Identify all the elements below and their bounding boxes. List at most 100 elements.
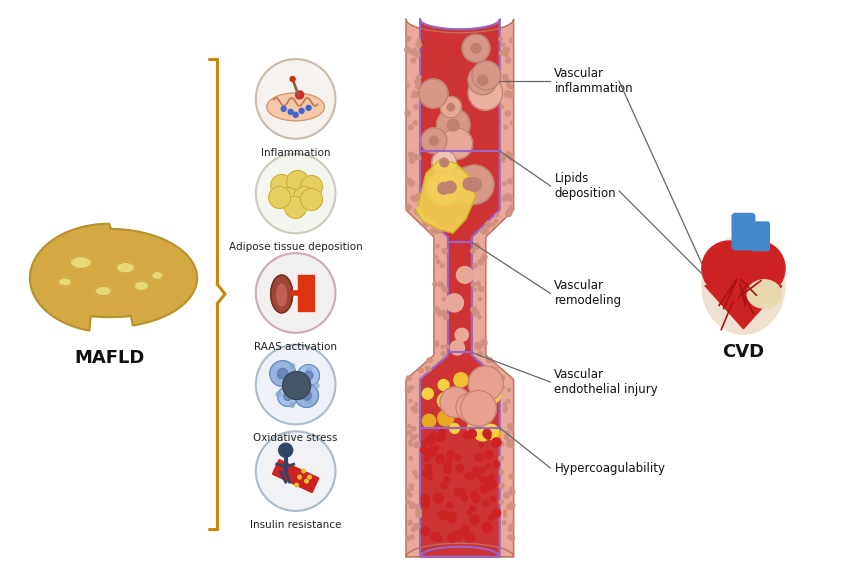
- Circle shape: [290, 402, 295, 407]
- Circle shape: [441, 351, 445, 356]
- Circle shape: [406, 376, 411, 380]
- Circle shape: [465, 472, 472, 479]
- Circle shape: [409, 440, 412, 444]
- Circle shape: [423, 218, 428, 223]
- Circle shape: [481, 254, 487, 260]
- Circle shape: [452, 166, 486, 201]
- Circle shape: [505, 194, 510, 199]
- Circle shape: [479, 476, 485, 483]
- Circle shape: [477, 379, 491, 393]
- Circle shape: [436, 535, 442, 542]
- Circle shape: [491, 223, 495, 226]
- Circle shape: [269, 361, 296, 387]
- Circle shape: [475, 343, 479, 347]
- Circle shape: [437, 497, 442, 503]
- Circle shape: [256, 431, 336, 511]
- Circle shape: [409, 443, 412, 446]
- Circle shape: [475, 453, 483, 461]
- Circle shape: [492, 438, 501, 447]
- Circle shape: [440, 435, 445, 440]
- Circle shape: [416, 442, 420, 446]
- Circle shape: [308, 475, 311, 479]
- Circle shape: [445, 294, 463, 312]
- Circle shape: [419, 79, 448, 108]
- Circle shape: [256, 59, 336, 139]
- Ellipse shape: [277, 284, 286, 306]
- Circle shape: [446, 502, 452, 508]
- Circle shape: [411, 528, 416, 532]
- Polygon shape: [416, 160, 476, 233]
- Circle shape: [475, 312, 479, 315]
- Text: Hypercoagulability: Hypercoagulability: [554, 462, 666, 475]
- Circle shape: [500, 105, 503, 109]
- Circle shape: [479, 298, 482, 301]
- Circle shape: [478, 315, 481, 318]
- Circle shape: [437, 108, 470, 142]
- Circle shape: [507, 439, 513, 444]
- Circle shape: [508, 84, 513, 88]
- Circle shape: [256, 154, 336, 234]
- Circle shape: [256, 344, 336, 424]
- Circle shape: [444, 314, 449, 320]
- Circle shape: [409, 125, 413, 129]
- Circle shape: [295, 384, 319, 407]
- Circle shape: [499, 500, 503, 504]
- Circle shape: [436, 244, 439, 248]
- Circle shape: [493, 368, 497, 371]
- Circle shape: [439, 283, 444, 287]
- Polygon shape: [30, 224, 197, 331]
- Circle shape: [405, 205, 411, 210]
- Circle shape: [500, 442, 504, 446]
- Circle shape: [442, 286, 447, 291]
- Circle shape: [509, 503, 515, 508]
- Circle shape: [426, 367, 431, 372]
- Circle shape: [411, 95, 415, 98]
- Circle shape: [489, 516, 494, 521]
- Circle shape: [480, 229, 484, 232]
- Circle shape: [456, 465, 464, 472]
- Circle shape: [416, 512, 422, 518]
- Circle shape: [428, 447, 437, 457]
- Circle shape: [470, 491, 478, 499]
- Circle shape: [456, 455, 461, 461]
- Circle shape: [477, 368, 489, 380]
- Circle shape: [471, 43, 481, 53]
- Circle shape: [502, 195, 508, 201]
- Circle shape: [436, 434, 444, 441]
- Circle shape: [411, 386, 414, 389]
- Circle shape: [510, 536, 514, 540]
- Circle shape: [507, 179, 513, 184]
- Circle shape: [508, 194, 513, 198]
- Circle shape: [422, 414, 436, 428]
- Circle shape: [506, 152, 511, 157]
- Circle shape: [413, 92, 418, 97]
- Circle shape: [510, 121, 513, 124]
- Circle shape: [278, 187, 299, 209]
- Circle shape: [293, 187, 315, 209]
- Circle shape: [499, 51, 503, 55]
- Circle shape: [298, 475, 302, 479]
- Circle shape: [507, 388, 511, 392]
- Circle shape: [506, 431, 509, 434]
- Ellipse shape: [747, 280, 781, 308]
- Circle shape: [463, 531, 469, 536]
- Circle shape: [288, 109, 293, 114]
- Circle shape: [503, 48, 507, 51]
- Circle shape: [444, 462, 451, 470]
- Circle shape: [408, 494, 411, 497]
- Circle shape: [431, 532, 439, 541]
- FancyBboxPatch shape: [732, 213, 755, 250]
- Circle shape: [479, 443, 484, 447]
- Circle shape: [499, 37, 502, 40]
- Text: Vascular
endothelial injury: Vascular endothelial injury: [554, 368, 658, 396]
- Circle shape: [414, 209, 420, 214]
- Circle shape: [413, 121, 417, 125]
- Circle shape: [284, 392, 292, 401]
- Circle shape: [476, 281, 480, 286]
- Circle shape: [484, 386, 501, 403]
- Circle shape: [488, 358, 492, 362]
- Circle shape: [502, 159, 505, 162]
- Text: Oxidative stress: Oxidative stress: [253, 434, 337, 443]
- Circle shape: [298, 365, 320, 387]
- Circle shape: [431, 447, 436, 452]
